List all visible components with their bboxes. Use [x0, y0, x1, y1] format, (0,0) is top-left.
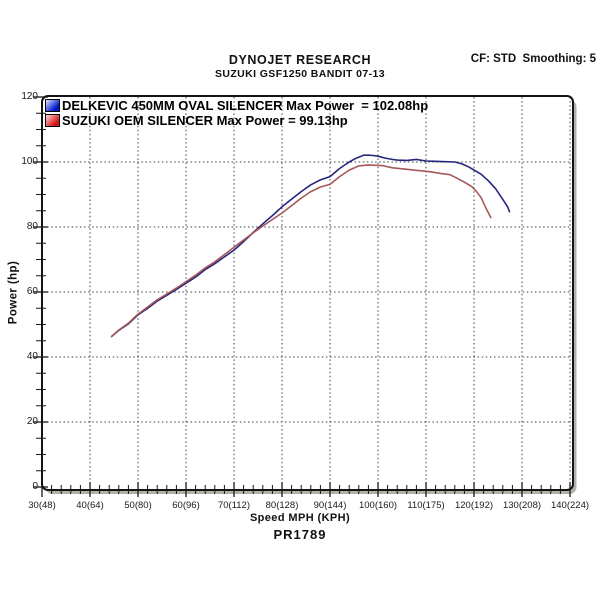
- delkevic-series-swatch-icon: [45, 98, 60, 112]
- x-tick-label: 110(175): [407, 500, 445, 511]
- x-tick-label: 60(96): [172, 500, 200, 511]
- x-tick-label: 40(64): [76, 500, 104, 511]
- x-tick-label: 100(160): [358, 500, 398, 511]
- legend: DELKEVIC 450MM OVAL SILENCER Max Power =…: [45, 98, 428, 128]
- y-tick-label: 40: [26, 351, 38, 362]
- chart-subtitle: SUZUKI GSF1250 BANDIT 07-13: [214, 68, 386, 80]
- legend-row-delkevic: DELKEVIC 450MM OVAL SILENCER Max Power =…: [45, 98, 428, 112]
- y-tick-label: 20: [26, 416, 38, 427]
- x-tick-label: 130(208): [502, 500, 542, 511]
- y-tick-label: 100: [21, 156, 38, 167]
- x-tick-label: 70(112): [217, 500, 251, 511]
- x-tick-label: 30(48): [28, 500, 56, 511]
- legend-row-oem: SUZUKI OEM SILENCER Max Power = 99.13hp: [45, 113, 428, 127]
- plot-border: [41, 95, 574, 491]
- correction-settings-label: CF: STD Smoothing: 5: [470, 53, 596, 65]
- oem-series-swatch-icon: [45, 113, 60, 127]
- plot-background: [42, 96, 573, 490]
- x-axis-title: Speed MPH (KPH): [249, 512, 351, 524]
- x-tick-label: 90(144): [313, 500, 347, 511]
- y-tick-label: 0: [32, 481, 38, 492]
- x-tick-label: 80(128): [265, 500, 299, 511]
- delkevic-power-curve: [110, 154, 511, 338]
- y-tick-label: 120: [21, 91, 38, 102]
- legend-label-oem: SUZUKI OEM SILENCER Max Power = 99.13hp: [62, 112, 348, 128]
- y-tick-label: 80: [26, 221, 38, 232]
- x-tick-label: 50(80): [124, 500, 152, 511]
- chart-ref-code: PR1789: [273, 527, 327, 542]
- y-tick-label: 60: [26, 286, 38, 297]
- legend-label-delkevic: DELKEVIC 450MM OVAL SILENCER Max Power =…: [62, 97, 429, 113]
- x-tick-label: 140(224): [550, 500, 590, 511]
- x-tick-label: 120(192): [454, 500, 494, 511]
- oem-power-curve: [110, 164, 492, 338]
- chart-title: DYNOJET RESEARCH: [228, 53, 372, 67]
